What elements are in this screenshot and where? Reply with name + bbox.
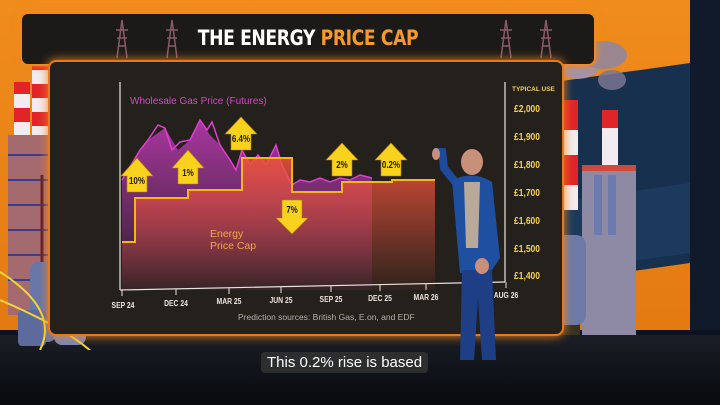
title-white: THE ENERGY bbox=[197, 26, 316, 50]
chart-source-note: Prediction sources: British Gas, E.on, a… bbox=[238, 312, 415, 322]
title-accent: PRICE CAP bbox=[320, 26, 419, 50]
x-tick: MAR 25 bbox=[216, 297, 242, 306]
y-tick: £1,700 bbox=[514, 188, 541, 199]
x-tick: JUN 25 bbox=[269, 296, 293, 305]
price-cap-series-label: Energy Price Cap bbox=[210, 228, 257, 252]
y-tick: £1,900 bbox=[514, 132, 541, 143]
y-tick: £1,800 bbox=[514, 160, 541, 171]
x-tick: DEC 25 bbox=[368, 294, 392, 303]
x-tick: SEP 25 bbox=[319, 295, 343, 304]
x-tick: DEC 24 bbox=[164, 299, 188, 308]
title-banner: THE ENERGY PRICE CAP bbox=[20, 12, 596, 66]
gas-price-series-label: Wholesale Gas Price (Futures) bbox=[130, 96, 267, 107]
badge-up-arrow-icon bbox=[120, 157, 154, 193]
badge-down-arrow-icon bbox=[275, 199, 309, 235]
subtitle-caption: This 0.2% rise is based bbox=[261, 352, 429, 373]
backdrop-dark-panel bbox=[690, 0, 720, 330]
pylon-icon bbox=[116, 20, 128, 58]
y-tick: £1,600 bbox=[514, 216, 541, 227]
gas-price-line bbox=[121, 118, 373, 187]
price-cap-line bbox=[122, 157, 435, 243]
x-tick: MAR 26 bbox=[413, 293, 439, 302]
page-title: THE ENERGY PRICE CAP bbox=[73, 26, 542, 50]
badge-up-arrow-icon bbox=[325, 142, 359, 177]
y-axis-title: TYPICAL USE bbox=[512, 86, 555, 93]
price-cap-chart bbox=[119, 82, 507, 296]
x-tick: AUG 26 bbox=[493, 291, 519, 300]
x-tick: SEP 24 bbox=[111, 301, 135, 310]
presenter-figure bbox=[432, 148, 500, 360]
badge-up-arrow-icon bbox=[224, 116, 258, 151]
pylon-icon bbox=[500, 20, 512, 58]
y-tick: £1,500 bbox=[514, 244, 541, 255]
badge-up-arrow-icon bbox=[171, 149, 205, 185]
y-tick: £2,000 bbox=[514, 104, 541, 115]
badge-up-arrow-icon bbox=[374, 142, 408, 177]
y-tick: £1,400 bbox=[514, 271, 541, 282]
pylon-icon bbox=[166, 20, 178, 58]
pylon-icon bbox=[540, 20, 552, 58]
